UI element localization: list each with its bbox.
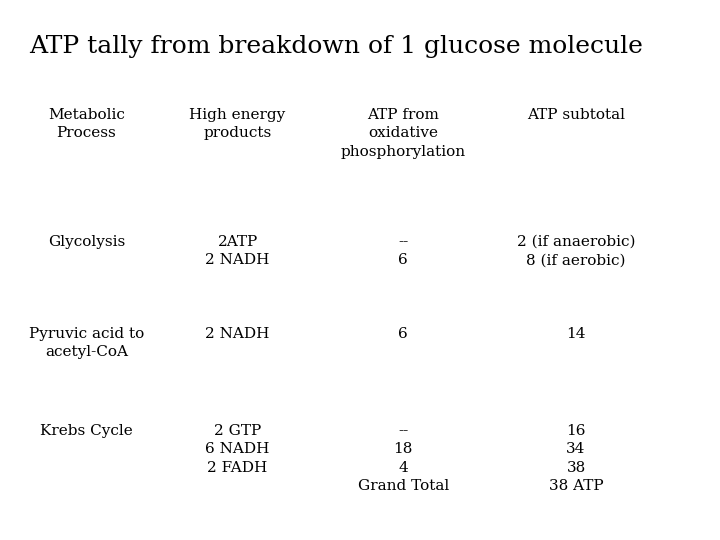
Text: 2 NADH: 2 NADH <box>205 327 270 341</box>
Text: Glycolysis: Glycolysis <box>48 235 125 249</box>
Text: 2ATP
2 NADH: 2ATP 2 NADH <box>205 235 270 267</box>
Text: 6: 6 <box>398 327 408 341</box>
Text: ATP from
oxidative
phosphorylation: ATP from oxidative phosphorylation <box>341 108 466 159</box>
Text: 14: 14 <box>566 327 586 341</box>
Text: 2 GTP
6 NADH
2 FADH: 2 GTP 6 NADH 2 FADH <box>205 424 270 475</box>
Text: ATP tally from breakdown of 1 glucose molecule: ATP tally from breakdown of 1 glucose mo… <box>29 35 643 58</box>
Text: Krebs Cycle: Krebs Cycle <box>40 424 132 438</box>
Text: ATP subtotal: ATP subtotal <box>527 108 625 122</box>
Text: --
6: -- 6 <box>398 235 408 267</box>
Text: Pyruvic acid to
acetyl-CoA: Pyruvic acid to acetyl-CoA <box>29 327 144 359</box>
Text: 16
34
38
38 ATP: 16 34 38 38 ATP <box>549 424 603 493</box>
Text: High energy
products: High energy products <box>189 108 286 140</box>
Text: --
18
4
Grand Total: -- 18 4 Grand Total <box>358 424 449 493</box>
Text: Metabolic
Process: Metabolic Process <box>48 108 125 140</box>
Text: 2 (if anaerobic)
8 (if aerobic): 2 (if anaerobic) 8 (if aerobic) <box>517 235 635 267</box>
